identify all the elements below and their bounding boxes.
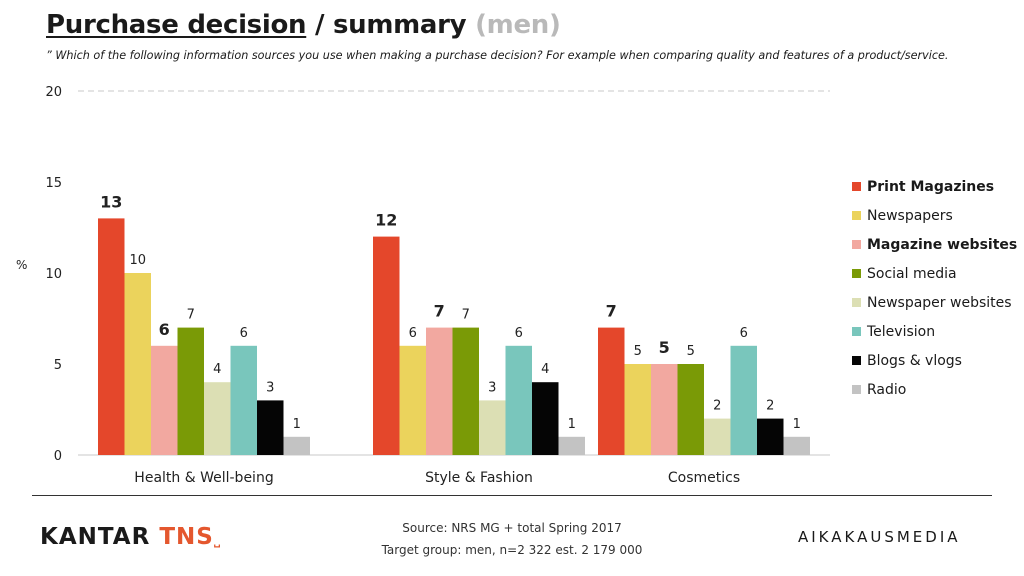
bar-newspapers <box>399 345 426 455</box>
legend-swatch <box>852 298 861 307</box>
aikakausmedia-logo: AIKAKAUSMEDIA <box>798 528 961 546</box>
data-label: 1 <box>293 417 301 432</box>
bar-radio <box>283 436 310 455</box>
x-category-label: Cosmetics <box>668 470 740 486</box>
data-label: 6 <box>409 326 417 341</box>
legend-label: Magazine websites <box>867 236 1018 253</box>
data-label: 5 <box>634 344 642 359</box>
data-label: 4 <box>213 362 221 377</box>
legend-label: Blogs & vlogs <box>867 352 962 369</box>
x-category-label: Health & Well-being <box>134 470 273 486</box>
bar-magazine-websites <box>151 345 178 455</box>
legend-item: Newspapers <box>852 201 1017 230</box>
bar-radio <box>783 436 810 455</box>
legend-swatch <box>852 269 861 278</box>
legend-item: Radio <box>852 375 1017 404</box>
data-label: 5 <box>659 338 670 357</box>
bar-newspapers <box>124 273 151 455</box>
bar-print-magazines <box>373 236 400 455</box>
page-title: Purchase decision / summary (men) <box>46 10 561 40</box>
bar-blogs-vlogs <box>757 418 784 455</box>
bar-magazine-websites <box>651 364 678 455</box>
bar-blogs-vlogs <box>257 400 284 455</box>
bar-print-magazines <box>98 218 125 455</box>
logo-tns: TNS <box>159 524 214 550</box>
bar-social-media <box>452 327 479 455</box>
legend-item: Television <box>852 317 1017 346</box>
bar-social-media <box>677 364 704 455</box>
kantar-tns-logo: KANTAR TNS˽ <box>40 524 221 550</box>
bar-television <box>505 345 532 455</box>
data-label: 1 <box>793 417 801 432</box>
survey-question: ” Which of the following information sou… <box>46 49 949 62</box>
legend-item: Social media <box>852 259 1017 288</box>
bar-television <box>730 345 757 455</box>
y-tick-label: 10 <box>45 267 62 282</box>
y-tick-label: 15 <box>45 176 62 191</box>
legend-item: Magazine websites <box>852 230 1017 259</box>
title-group: (men) <box>475 10 561 40</box>
bar-social-media <box>177 327 204 455</box>
data-label: 1 <box>568 417 576 432</box>
legend-swatch <box>852 385 861 394</box>
legend-item: Print Magazines <box>852 172 1017 201</box>
data-label: 10 <box>129 253 146 268</box>
data-label: 2 <box>713 399 721 414</box>
title-main: Purchase decision <box>46 10 307 40</box>
legend-item: Newspaper websites <box>852 288 1017 317</box>
data-label: 7 <box>434 302 445 321</box>
bar-newspapers <box>624 364 651 455</box>
logo-kantar: KANTAR <box>40 524 151 550</box>
y-axis-label: % <box>16 258 27 272</box>
logo-mark: ˽ <box>213 529 222 548</box>
data-label: 6 <box>740 326 748 341</box>
data-label: 3 <box>488 380 496 395</box>
data-label: 12 <box>375 211 397 230</box>
footer-divider <box>32 495 992 496</box>
y-tick-label: 0 <box>54 449 62 464</box>
title-separator: / summary <box>306 10 476 40</box>
legend-swatch <box>852 211 861 220</box>
bar-blogs-vlogs <box>532 382 559 455</box>
legend-label: Social media <box>867 265 957 282</box>
source-note: Source: NRS MG + total Spring 2017 Targe… <box>0 517 1024 561</box>
target-group-line: Target group: men, n=2 322 est. 2 179 00… <box>381 543 643 557</box>
bar-magazine-websites <box>426 327 453 455</box>
legend-swatch <box>852 182 861 191</box>
legend-label: Newspaper websites <box>867 294 1012 311</box>
data-label: 5 <box>687 344 695 359</box>
legend-item: Blogs & vlogs <box>852 346 1017 375</box>
data-label: 7 <box>187 308 195 323</box>
bar-newspaper-websites <box>704 418 731 455</box>
data-label: 3 <box>266 380 274 395</box>
bar-print-magazines <box>598 327 625 455</box>
bar-radio <box>558 436 585 455</box>
y-tick-label: 20 <box>45 85 62 100</box>
data-label: 13 <box>100 192 122 211</box>
data-label: 6 <box>159 320 170 339</box>
bar-newspaper-websites <box>204 382 231 455</box>
legend-label: Radio <box>867 381 907 398</box>
data-label: 6 <box>240 326 248 341</box>
data-label: 2 <box>766 399 774 414</box>
legend-swatch <box>852 356 861 365</box>
legend-swatch <box>852 327 861 336</box>
y-tick-label: 5 <box>54 358 62 373</box>
legend-label: Newspapers <box>867 207 953 224</box>
bar-newspaper-websites <box>479 400 506 455</box>
source-line: Source: NRS MG + total Spring 2017 <box>402 521 622 535</box>
bar-television <box>230 345 257 455</box>
data-label: 7 <box>606 302 617 321</box>
chart-legend: Print Magazines Newspapers Magazine websit… <box>852 172 1017 404</box>
legend-label: Television <box>867 323 936 340</box>
data-label: 7 <box>462 308 470 323</box>
legend-swatch <box>852 240 861 249</box>
data-label: 6 <box>515 326 523 341</box>
data-label: 4 <box>541 362 549 377</box>
legend-label: Print Magazines <box>867 178 995 195</box>
x-category-label: Style & Fashion <box>425 470 533 486</box>
